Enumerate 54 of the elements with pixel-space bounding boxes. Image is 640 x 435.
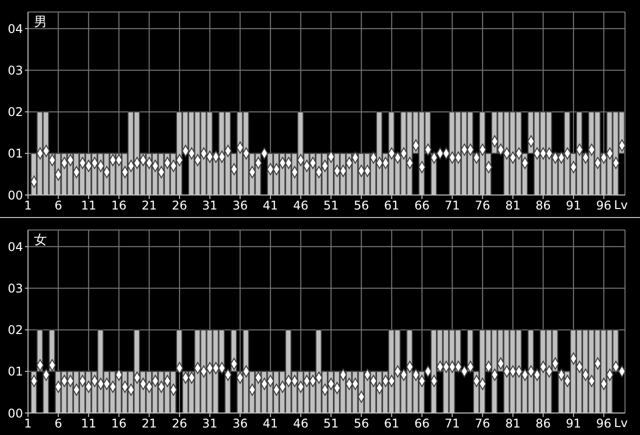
x-tick-label: 26 — [172, 416, 188, 431]
y-tick-label: 01 — [8, 146, 23, 161]
x-tick-label: 41 — [262, 416, 278, 431]
y-tick-label: 01 — [8, 364, 23, 379]
x-tick-label: 46 — [293, 198, 308, 213]
x-axis-title: Lv — [614, 198, 628, 212]
x-tick-label: 66 — [414, 198, 430, 213]
x-tick-label: 96 — [596, 416, 612, 431]
x-tick-label: 31 — [202, 198, 218, 213]
x-tick-label: 96 — [596, 198, 612, 213]
y-tick-label: 04 — [8, 240, 23, 254]
x-tick-label: 36 — [232, 198, 248, 213]
y-tick-label: 00 — [8, 406, 23, 420]
x-tick-label: 66 — [414, 416, 430, 431]
x-tick-label: 86 — [536, 416, 551, 431]
y-tick-label: 02 — [8, 323, 23, 338]
x-tick-label: 16 — [111, 198, 127, 213]
x-tick-label: 26 — [172, 198, 188, 213]
x-tick-label: 11 — [80, 416, 96, 431]
x-tick-label: 36 — [232, 416, 248, 431]
x-tick-label: 56 — [354, 416, 369, 431]
x-tick-label: 11 — [80, 198, 96, 213]
x-tick-label: 81 — [505, 416, 521, 431]
x-tick-label: 51 — [323, 198, 339, 213]
x-tick-label: 31 — [202, 416, 218, 431]
x-tick-label: 6 — [54, 416, 62, 431]
x-tick-label: 81 — [505, 198, 521, 213]
x-axis-title: Lv — [614, 416, 628, 430]
y-tick-label: 03 — [8, 281, 23, 296]
x-tick-label: 21 — [142, 198, 157, 213]
x-tick-label: 71 — [444, 198, 460, 213]
x-tick-label: 76 — [474, 198, 490, 213]
x-tick-label: 21 — [142, 416, 157, 431]
x-tick-label: 1 — [24, 198, 32, 213]
x-tick-label: 1 — [24, 416, 32, 431]
x-tick-label: 6 — [54, 198, 62, 213]
x-tick-label: 91 — [566, 416, 582, 431]
y-tick-label: 02 — [8, 105, 23, 120]
x-tick-label: 41 — [262, 198, 278, 213]
chart-title: 女 — [34, 232, 47, 249]
x-tick-label: 51 — [323, 416, 339, 431]
x-tick-label: 71 — [444, 416, 460, 431]
x-tick-label: 46 — [293, 416, 308, 431]
x-tick-label: 56 — [354, 198, 369, 213]
chart-title: 男 — [34, 14, 47, 31]
x-tick-label: 16 — [111, 416, 127, 431]
x-tick-label: 61 — [384, 198, 400, 213]
y-tick-label: 04 — [8, 22, 23, 36]
y-tick-label: 03 — [8, 63, 23, 78]
y-tick-label: 00 — [8, 188, 23, 202]
x-tick-label: 91 — [566, 198, 582, 213]
x-tick-label: 86 — [536, 198, 551, 213]
x-tick-label: 61 — [384, 416, 400, 431]
x-tick-label: 76 — [474, 416, 490, 431]
